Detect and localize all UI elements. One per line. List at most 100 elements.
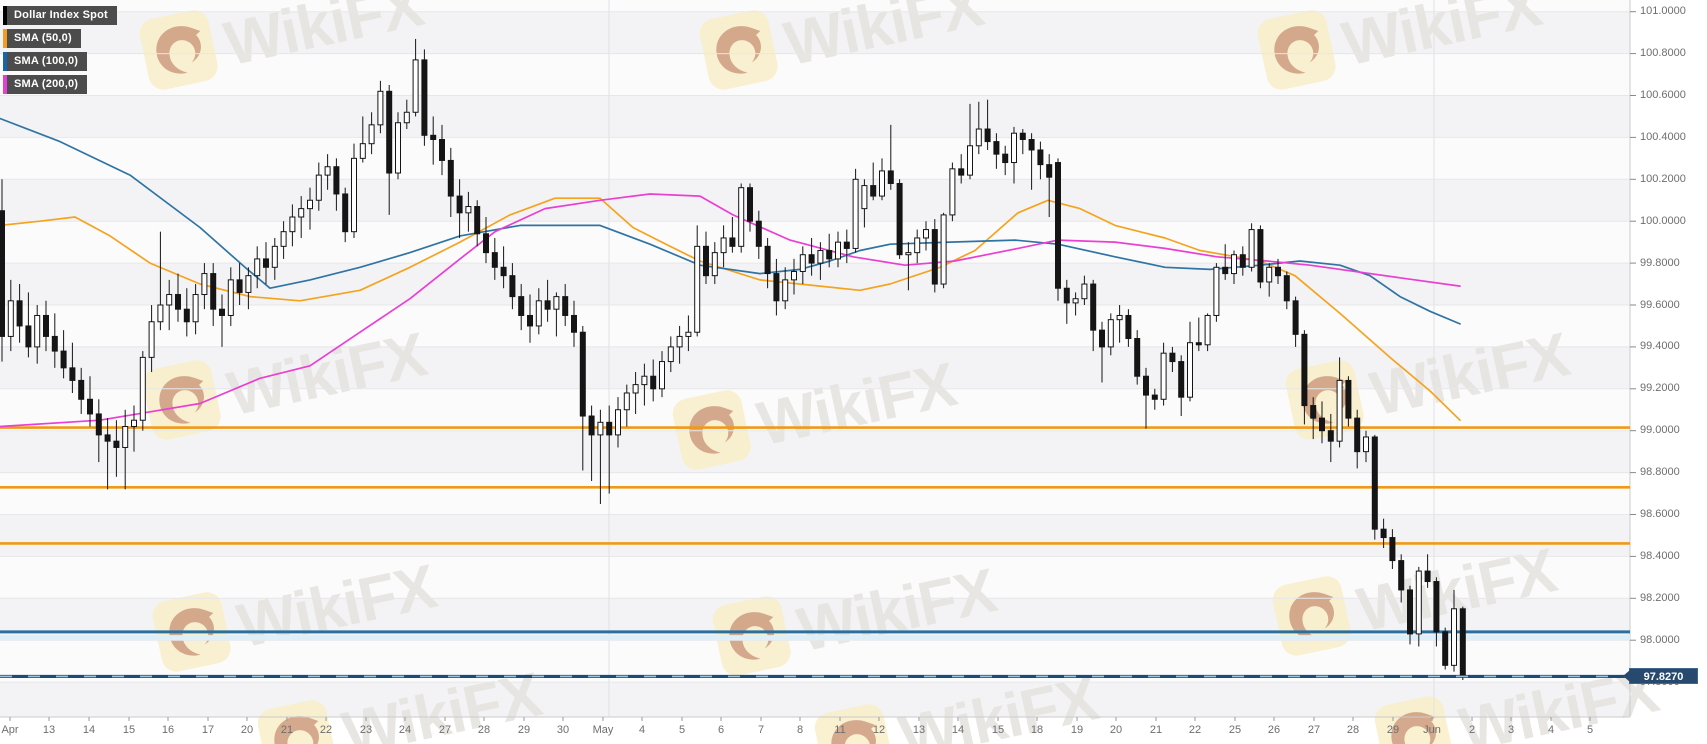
time-axis-label: 3: [1507, 724, 1515, 736]
time-axis-label: 20: [240, 724, 254, 736]
candle: [1213, 263, 1220, 322]
wikifx-eagle-icon: [1374, 696, 1453, 744]
legend-badge-sma-200-0[interactable]: SMA (200,0): [3, 75, 88, 94]
candle: [773, 258, 780, 316]
candle: [289, 204, 296, 247]
candle: [87, 376, 93, 427]
legend-badge-sma-50-0[interactable]: SMA (50,0): [3, 29, 81, 48]
candle: [615, 397, 621, 448]
candle: [192, 284, 199, 335]
candle: [685, 315, 692, 352]
time-axis-label: 29: [517, 724, 531, 736]
price-axis-label: 98.0000: [1640, 633, 1680, 646]
candle: [588, 405, 595, 481]
candle: [535, 288, 542, 335]
time-axis-label: 27: [1307, 724, 1321, 736]
candle: [245, 267, 252, 310]
candle: [949, 162, 956, 222]
candle: [280, 221, 287, 259]
eagle-glyph: [169, 608, 214, 656]
candle: [1143, 367, 1149, 429]
candle: [483, 217, 489, 264]
candle: [703, 231, 709, 285]
candle: [175, 273, 181, 322]
price-axis-label: 98.2000: [1640, 591, 1680, 604]
eagle-glyph: [689, 406, 734, 454]
candle: [975, 101, 982, 155]
time-axis-label: Apr: [1, 724, 19, 736]
price-band: [0, 179, 1630, 222]
candle: [1187, 321, 1193, 402]
candle: [324, 154, 331, 190]
eagle-glyph: [831, 720, 876, 744]
candle: [527, 294, 533, 343]
candle: [1319, 401, 1325, 444]
candle: [1160, 342, 1167, 406]
candle: [7, 279, 14, 352]
candle: [1310, 397, 1317, 440]
candle: [51, 313, 58, 368]
time-axis-label: 24: [398, 724, 412, 736]
candle: [923, 221, 929, 251]
legend-badge-sma-100-0[interactable]: SMA (100,0): [3, 52, 88, 71]
legend-badge-dollar-index-spot[interactable]: Dollar Index Spot: [3, 6, 117, 25]
candle: [1459, 606, 1466, 681]
time-axis-label: 26: [1267, 724, 1281, 736]
candle: [1151, 388, 1158, 410]
candle: [1231, 250, 1237, 285]
candle: [219, 294, 225, 347]
price-axis-label: 100.2000: [1640, 172, 1686, 185]
candle: [579, 325, 586, 471]
candle: [1380, 518, 1387, 549]
candle: [254, 246, 261, 289]
candle: [1090, 279, 1097, 352]
price-axis-label: 98.6000: [1640, 508, 1680, 520]
candle: [782, 267, 789, 310]
price-axis-label: 99.2000: [1640, 382, 1680, 395]
candle: [1266, 263, 1273, 297]
candle: [1292, 296, 1299, 347]
candle: [1239, 246, 1246, 276]
candle: [1002, 145, 1009, 176]
candle: [571, 300, 577, 347]
wikifx-eagle-icon: [257, 700, 336, 744]
eagle-glyph: [716, 26, 761, 74]
candle: [711, 242, 718, 285]
price-axis-label: 98.8000: [1640, 466, 1680, 479]
candle: [342, 187, 349, 243]
price-band: [0, 263, 1630, 305]
candle: [1081, 275, 1088, 305]
candle: [1345, 376, 1352, 427]
time-axis-label: 18: [1030, 724, 1044, 736]
candle: [562, 284, 569, 326]
time-axis-label: 19: [1070, 724, 1084, 736]
price-axis-label: 100.6000: [1640, 89, 1686, 101]
candle: [1204, 313, 1211, 352]
time-axis-label: 20: [1109, 724, 1123, 736]
candle: [738, 183, 745, 253]
eagle-glyph: [274, 716, 319, 744]
candle: [1046, 154, 1053, 218]
candle: [747, 183, 753, 232]
candle: [263, 242, 269, 285]
sma-line-100: [0, 117, 1461, 325]
candle: [940, 212, 947, 289]
candle: [333, 158, 340, 211]
legend-color-bar: [3, 52, 7, 71]
time-axis-label: Jun: [1423, 724, 1441, 736]
time-axis-label: 5: [678, 724, 686, 736]
candle: [1442, 627, 1449, 670]
candle: [201, 263, 208, 310]
candle: [227, 267, 234, 326]
candle: [914, 229, 921, 264]
legend: Dollar Index Spot SMA (50,0) SMA (100,0) SM…: [3, 6, 117, 98]
time-axis-label: 28: [1346, 724, 1360, 736]
price-band: [0, 346, 1630, 389]
legend-label: SMA (100,0): [14, 55, 79, 67]
candle: [729, 217, 736, 253]
candle: [861, 179, 868, 228]
candle: [1415, 566, 1422, 647]
eagle-glyph: [156, 26, 201, 74]
candle: [843, 229, 850, 264]
